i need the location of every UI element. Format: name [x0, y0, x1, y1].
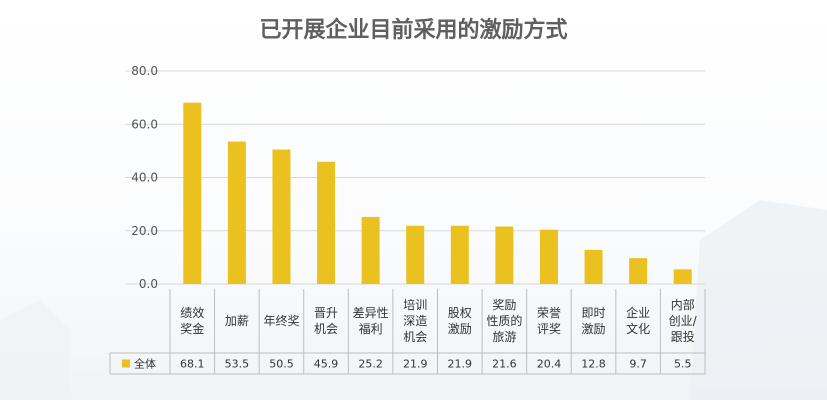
- data-value-label: 50.5: [269, 358, 294, 371]
- bar: [272, 149, 291, 284]
- legend-swatch: [122, 359, 130, 368]
- y-tick-label: 60.0: [131, 117, 158, 131]
- y-tick-label: 80.0: [131, 64, 158, 78]
- category-label: 奖励性质的旅游: [486, 298, 522, 344]
- data-value-label: 12.8: [581, 358, 606, 371]
- bar: [406, 225, 425, 284]
- data-value-label: 9.7: [629, 358, 647, 371]
- bar: [539, 229, 558, 284]
- category-label: 绩效奖金: [180, 305, 204, 336]
- category-label: 荣誉评奖: [537, 306, 561, 336]
- data-value-label: 21.9: [403, 358, 428, 371]
- bar: [629, 258, 648, 284]
- data-value-label: 20.4: [537, 358, 562, 371]
- data-value-label: 21.9: [448, 358, 473, 371]
- bar: [183, 102, 202, 284]
- category-label: 差异性福利: [353, 306, 389, 336]
- category-label: 即时激励: [582, 306, 606, 336]
- category-label: 加薪: [225, 314, 249, 328]
- y-tick-label: 0.0: [139, 277, 158, 291]
- bar: [495, 226, 514, 284]
- data-value-label: 68.1: [180, 358, 205, 371]
- bar: [317, 161, 336, 284]
- category-label: 企业文化: [626, 305, 650, 336]
- chart-title: 已开展企业目前采用的激励方式: [259, 18, 568, 43]
- data-value-label: 25.2: [358, 358, 383, 371]
- y-tick-label: 40.0: [131, 171, 158, 185]
- legend-label: 全体: [134, 357, 156, 371]
- data-value-label: 45.9: [314, 358, 339, 371]
- bar: [227, 141, 246, 284]
- category-label: 培训深造机会: [403, 297, 427, 344]
- data-value-label: 53.5: [225, 358, 250, 371]
- bar: [584, 249, 603, 284]
- data-value-label: 21.6: [492, 358, 517, 371]
- bar: [450, 225, 469, 284]
- bar: [673, 269, 692, 284]
- data-value-label: 5.5: [674, 358, 692, 371]
- category-label: 股权激励: [448, 306, 472, 336]
- category-label: 晋升机会: [314, 306, 338, 336]
- bar: [361, 216, 380, 284]
- y-tick-label: 20.0: [131, 224, 158, 238]
- category-label: 内部创业/跟投: [669, 297, 698, 344]
- category-label: 年终奖: [263, 313, 299, 328]
